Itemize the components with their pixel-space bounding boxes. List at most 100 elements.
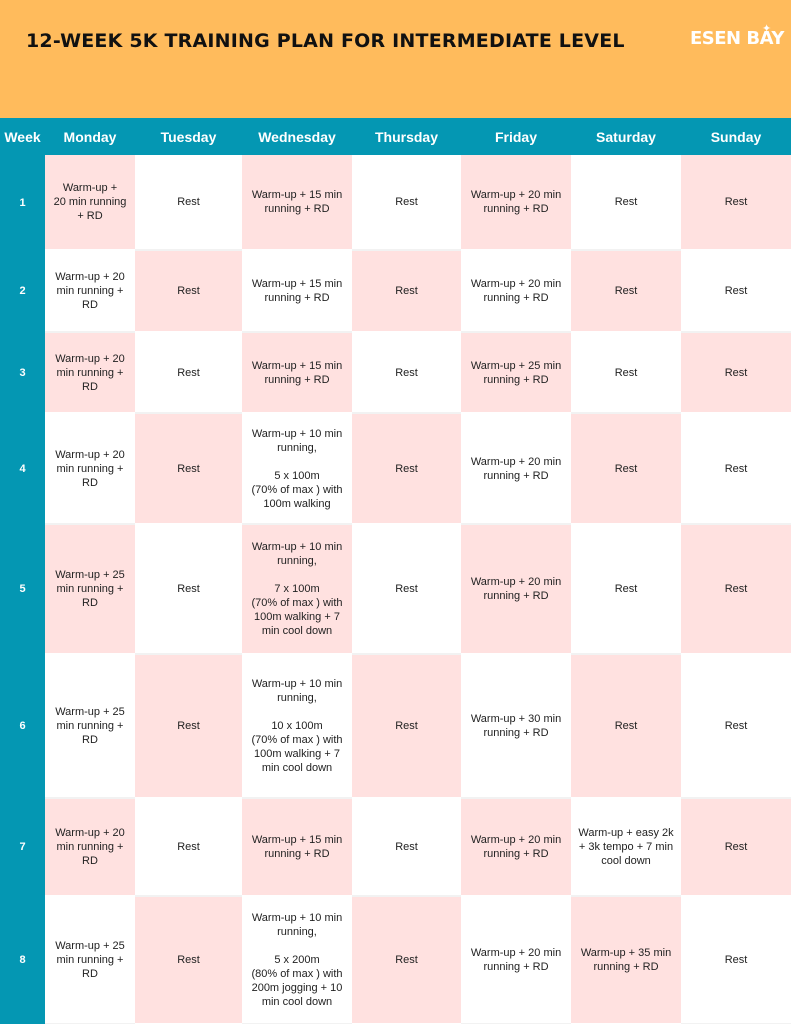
workout-text: Rest [614, 366, 638, 379]
cell-monday: Warm-up + 25 min running + RD [45, 524, 135, 655]
workout-text: Warm-up + 10 min running, 10 x 100m (70%… [251, 678, 343, 774]
cell-saturday: Warm-up + 35 min running + RD [571, 896, 681, 1024]
cell-tuesday: Rest [135, 250, 242, 333]
workout-text: Warm-up + 15 min running + RD [251, 189, 343, 215]
cell-friday: Warm-up + 20 min running + RD [461, 896, 571, 1024]
workout-text: Warm-up + 15 min running + RD [251, 359, 343, 386]
cell-saturday: Rest [571, 654, 681, 799]
workout-text: Rest [395, 462, 418, 475]
week-number: 5 [0, 524, 45, 654]
workout-text: Warm-up + 20 min running + RD [53, 182, 127, 222]
cell-thursday: Rest [352, 155, 461, 251]
cell-thursday: Rest [352, 332, 461, 414]
workout-text: Warm-up + 20 min running + RD [470, 947, 562, 973]
column-header-saturday: Saturday [571, 118, 681, 155]
cell-friday: Warm-up + 20 min running + RD [461, 413, 571, 525]
cell-sunday: Rest [681, 155, 791, 251]
cell-tuesday: Rest [135, 654, 242, 799]
workout-text: Warm-up + 10 min running, 7 x 100m (70% … [251, 541, 343, 637]
cell-monday: Warm-up + 25 min running + RD [45, 654, 135, 799]
workout-text: Rest [724, 366, 748, 379]
cell-wednesday: Warm-up + 15 min running + RD [242, 155, 352, 251]
cell-friday: Warm-up + 25 min running + RD [461, 332, 571, 414]
workout-text: Warm-up + 15 min running + RD [251, 278, 343, 304]
workout-text: Rest [724, 462, 748, 475]
brand-logo: ESEN BAY [690, 28, 784, 49]
workout-text: Warm-up + 25 min running + RD [470, 359, 562, 386]
cell-friday: Warm-up + 20 min running + RD [461, 524, 571, 655]
workout-text: Warm-up + 30 min running + RD [470, 713, 562, 739]
cell-thursday: Rest [352, 524, 461, 655]
week-number: 3 [0, 332, 45, 413]
cell-wednesday: Warm-up + 15 min running + RD [242, 798, 352, 897]
column-header-sunday: Sunday [681, 118, 791, 155]
workout-text: Warm-up + 20 min running + RD [470, 278, 562, 304]
cell-saturday: Rest [571, 155, 681, 251]
column-header-week: Week [0, 118, 45, 155]
workout-text: Rest [177, 462, 200, 475]
workout-text: Rest [177, 720, 200, 732]
table-row: 2 Warm-up + 20 min running + RD Rest Warm-u… [0, 250, 791, 333]
workout-text: Warm-up + easy 2k + 3k tempo + 7 min coo… [578, 827, 674, 867]
workout-text: Rest [177, 366, 200, 379]
cell-sunday: Rest [681, 798, 791, 897]
sparkle-icon: ✦ [762, 23, 772, 35]
table-row: 4 Warm-up + 20 min running + RD Rest Warm-u… [0, 413, 791, 525]
workout-text: Warm-up + 15 min running + RD [251, 834, 343, 860]
cell-tuesday: Rest [135, 524, 242, 655]
cell-thursday: Rest [352, 896, 461, 1024]
workout-text: Rest [395, 196, 418, 208]
cell-wednesday: Warm-up + 10 min running, 5 x 100m (70% … [242, 413, 352, 525]
cell-monday: Warm-up + 20 min running + RD [45, 250, 135, 333]
cell-friday: Warm-up + 30 min running + RD [461, 654, 571, 799]
table-header-row: Week Monday Tuesday Wednesday Thursday F… [0, 118, 791, 155]
week-number: 6 [0, 654, 45, 798]
workout-text: Rest [177, 954, 200, 966]
cell-wednesday: Warm-up + 10 min running, 7 x 100m (70% … [242, 524, 352, 655]
workout-text: Rest [614, 462, 638, 475]
cell-tuesday: Rest [135, 413, 242, 525]
workout-text: Rest [395, 285, 418, 297]
workout-text: Rest [614, 720, 638, 732]
training-plan-table: Week Monday Tuesday Wednesday Thursday F… [0, 118, 791, 1024]
table-body: 1 Warm-up + 20 min running + RD Rest Warm-u… [0, 155, 791, 1024]
cell-wednesday: Warm-up + 15 min running + RD [242, 250, 352, 333]
workout-text: Rest [614, 285, 638, 297]
cell-sunday: Rest [681, 896, 791, 1024]
workout-text: Warm-up + 20 min running + RD [55, 352, 125, 393]
workout-text: Warm-up + 10 min running, 5 x 200m (80% … [251, 912, 343, 1008]
cell-friday: Warm-up + 20 min running + RD [461, 155, 571, 251]
cell-sunday: Rest [681, 250, 791, 333]
cell-sunday: Rest [681, 332, 791, 414]
cell-friday: Warm-up + 20 min running + RD [461, 250, 571, 333]
cell-thursday: Rest [352, 798, 461, 897]
workout-text: Rest [724, 196, 748, 208]
table-row: 3 Warm-up + 20 min running + RD Rest Warm-u… [0, 332, 791, 414]
workout-text: Rest [177, 196, 200, 208]
cell-wednesday: Warm-up + 15 min running + RD [242, 332, 352, 414]
workout-text: Warm-up + 10 min running, 5 x 100m (70% … [251, 427, 343, 510]
workout-text: Rest [395, 841, 418, 853]
cell-saturday: Rest [571, 413, 681, 525]
cell-saturday: Rest [571, 524, 681, 655]
workout-text: Rest [177, 841, 200, 853]
cell-sunday: Rest [681, 413, 791, 525]
workout-text: Rest [177, 285, 200, 297]
workout-text: Rest [177, 583, 200, 595]
table-row: 5 Warm-up + 25 min running + RD Rest Warm-u… [0, 524, 791, 655]
cell-sunday: Rest [681, 654, 791, 799]
workout-text: Rest [724, 285, 748, 297]
cell-friday: Warm-up + 20 min running + RD [461, 798, 571, 897]
cell-tuesday: Rest [135, 332, 242, 414]
workout-text: Warm-up + 20 min running + RD [470, 189, 562, 215]
cell-saturday: Rest [571, 250, 681, 333]
workout-text: Rest [395, 720, 418, 732]
workout-text: Warm-up + 20 min running + RD [55, 448, 125, 489]
cell-wednesday: Warm-up + 10 min running, 10 x 100m (70%… [242, 654, 352, 799]
week-number: 2 [0, 250, 45, 332]
cell-thursday: Rest [352, 413, 461, 525]
table-row: 7 Warm-up + 20 min running + RD Rest Warm-u… [0, 798, 791, 897]
workout-text: Warm-up + 25 min running + RD [55, 569, 125, 609]
cell-monday: Warm-up + 20 min running + RD [45, 332, 135, 414]
workout-text: Rest [724, 841, 748, 853]
